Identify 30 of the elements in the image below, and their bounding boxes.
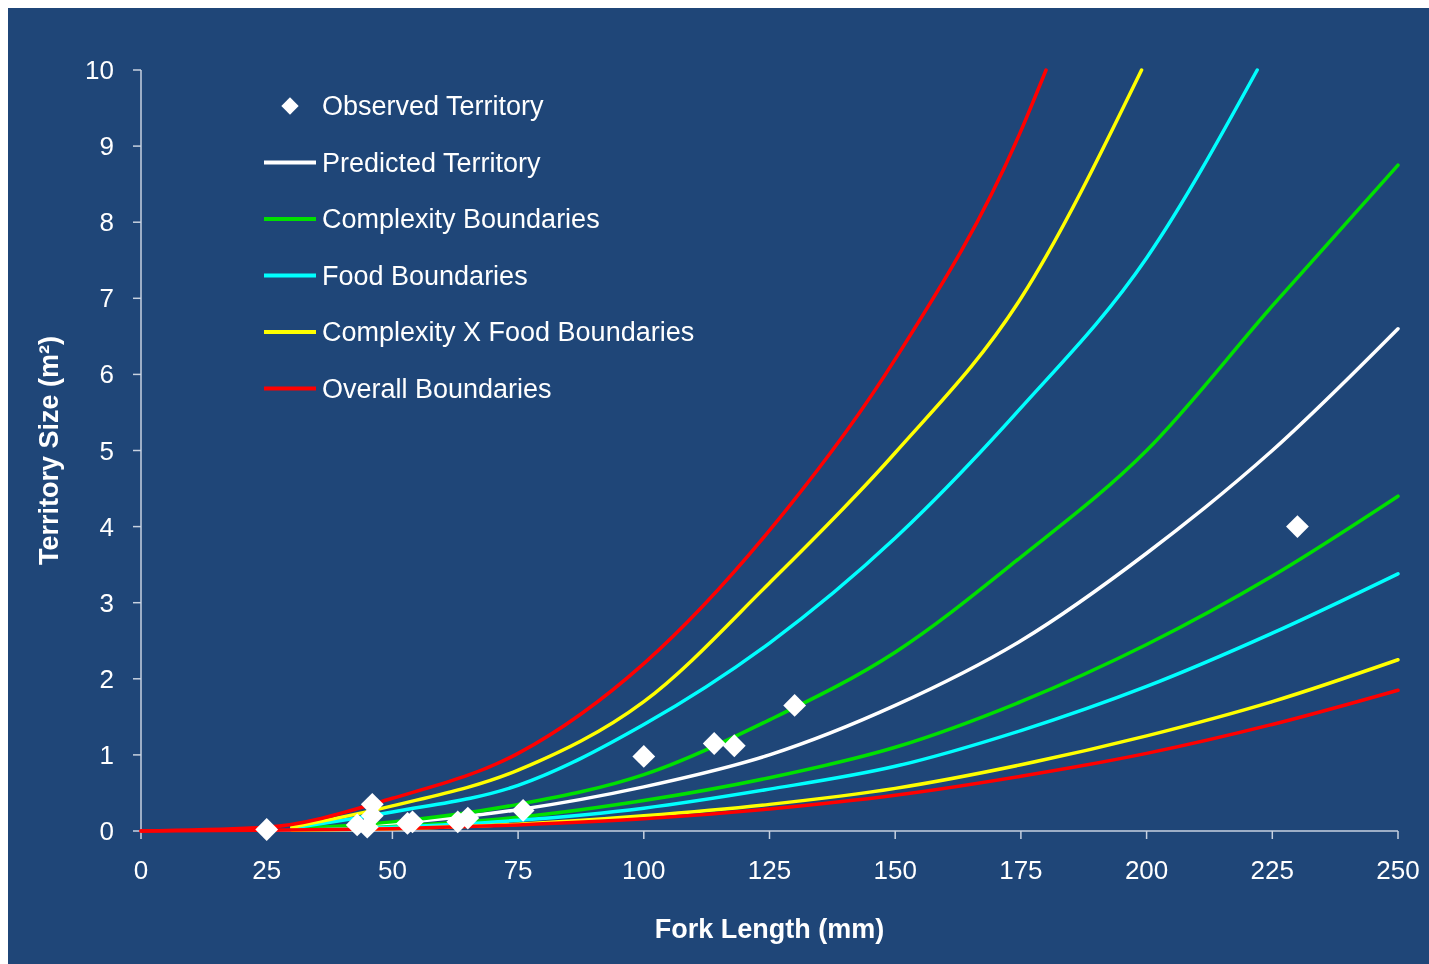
legend-label: Complexity X Food Boundaries bbox=[322, 317, 695, 347]
legend-label: Observed Territory bbox=[322, 91, 545, 121]
legend-label: Complexity Boundaries bbox=[322, 204, 600, 234]
x-tick-label: 25 bbox=[252, 855, 282, 885]
y-tick-label: 0 bbox=[99, 816, 114, 846]
x-axis-title: Fork Length (mm) bbox=[654, 914, 885, 944]
y-tick-label: 4 bbox=[99, 511, 114, 542]
y-axis-title: Territory Size (m²) bbox=[34, 335, 64, 566]
x-tick-label: 200 bbox=[1124, 855, 1169, 885]
x-tick-label: 100 bbox=[622, 855, 666, 885]
y-tick-label: 9 bbox=[99, 131, 114, 162]
y-tick-label: 3 bbox=[99, 587, 114, 618]
y-tick-label: 2 bbox=[99, 663, 114, 694]
y-tick-label: 10 bbox=[85, 55, 114, 85]
legend-label: Predicted Territory bbox=[322, 147, 542, 178]
y-tick-label: 8 bbox=[99, 207, 114, 238]
x-tick-label: 225 bbox=[1250, 855, 1294, 885]
legend-label: Food Boundaries bbox=[322, 260, 528, 291]
y-tick-label: 5 bbox=[99, 435, 114, 466]
x-tick-label: 75 bbox=[503, 855, 533, 885]
x-tick-label: 125 bbox=[747, 855, 792, 885]
x-tick-label: 175 bbox=[999, 855, 1043, 885]
y-tick-label: 7 bbox=[99, 283, 114, 314]
x-tick-label: 250 bbox=[1376, 855, 1420, 885]
y-tick-label: 1 bbox=[99, 739, 114, 770]
x-tick-label: 150 bbox=[873, 855, 917, 885]
x-tick-label: 50 bbox=[377, 855, 407, 885]
y-tick-label: 6 bbox=[99, 359, 114, 390]
x-tick-label: 0 bbox=[133, 855, 149, 885]
legend-label: Overall Boundaries bbox=[322, 373, 552, 404]
